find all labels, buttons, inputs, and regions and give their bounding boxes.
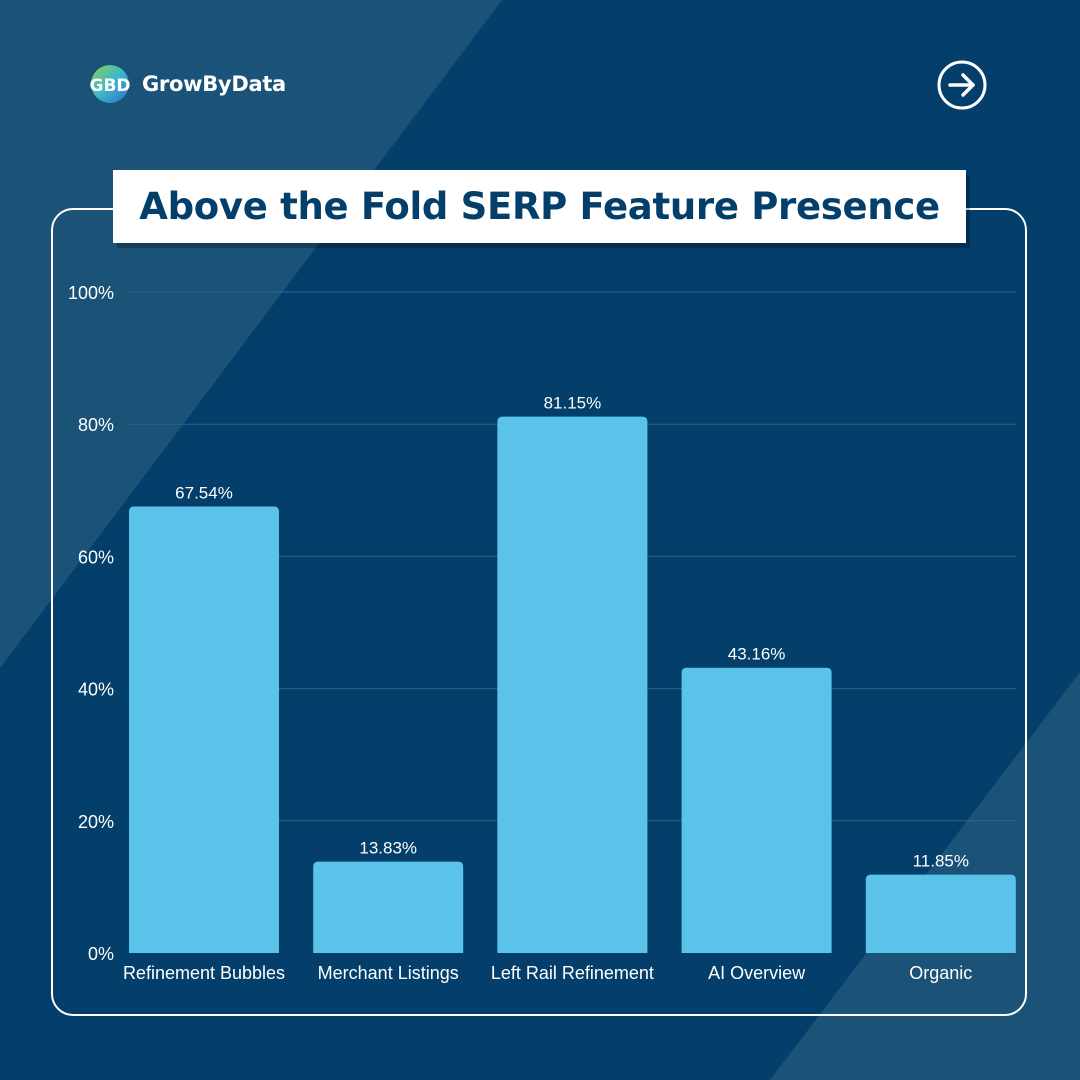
chart-title-box: Above the Fold SERP Feature Presence [113, 170, 966, 243]
category-label: Organic [909, 963, 972, 983]
brand-name: GrowByData [142, 72, 286, 96]
y-tick-label: 100% [68, 283, 114, 303]
y-tick-label: 60% [78, 547, 114, 567]
category-label: Refinement Bubbles [123, 963, 285, 983]
data-labels: 67.54% 13.83% 81.15% 43.16% 11.85% [175, 394, 969, 871]
arrow-right-circle-icon[interactable] [937, 60, 987, 110]
growbydata-logo-icon: GBD [90, 65, 130, 103]
x-axis-categories: Refinement Bubbles Merchant Listings Left … [123, 963, 972, 983]
chart-title: Above the Fold SERP Feature Presence [139, 185, 940, 228]
logo-lettermark: GBD [90, 76, 130, 96]
data-label: 43.16% [728, 645, 786, 664]
category-label: Merchant Listings [318, 963, 459, 983]
y-tick-label: 40% [78, 680, 114, 700]
y-tick-label: 20% [78, 812, 114, 832]
bar [129, 506, 279, 953]
bar [313, 861, 464, 953]
data-label: 13.83% [359, 839, 417, 858]
data-label: 81.15% [544, 394, 602, 413]
bars [129, 416, 1016, 953]
data-label: 67.54% [175, 484, 233, 503]
category-label: AI Overview [708, 963, 806, 983]
bar [497, 416, 648, 953]
y-axis-ticks: 0% 20% 40% 60% 80% 100% [68, 283, 114, 964]
data-label: 11.85% [913, 852, 969, 871]
y-tick-label: 0% [88, 944, 114, 964]
y-tick-label: 80% [78, 415, 114, 435]
brand: GBD GrowByData [90, 64, 286, 104]
bar [681, 667, 832, 953]
category-label: Left Rail Refinement [491, 963, 654, 983]
bar [865, 874, 1016, 953]
background-diagonal-band [0, 0, 502, 668]
